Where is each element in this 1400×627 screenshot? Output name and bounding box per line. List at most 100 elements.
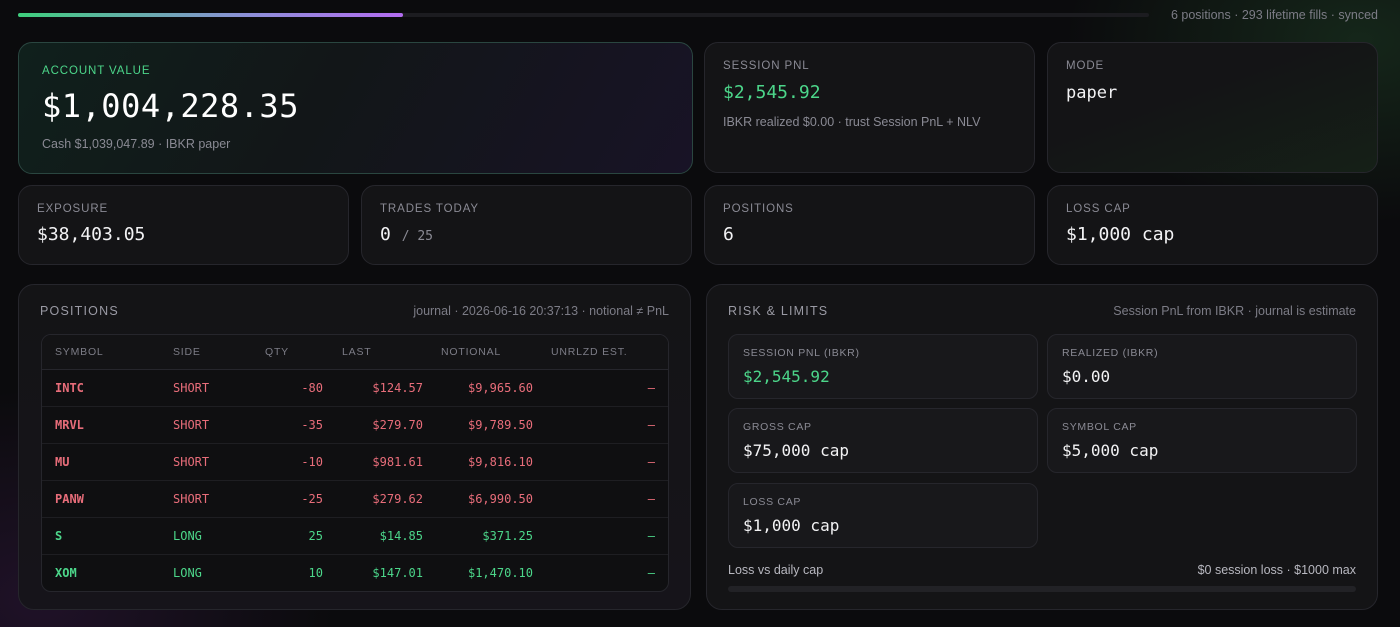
col-qty[interactable]: QTY	[253, 335, 333, 370]
row-notional: $9,816.10	[433, 443, 543, 481]
risk-session-pnl-card: SESSION PNL (IBKR) $2,545.92	[728, 334, 1038, 399]
trades-today-card: TRADES TODAY 0 / 25	[361, 185, 692, 265]
col-last[interactable]: LAST	[333, 335, 433, 370]
account-value-card: ACCOUNT VALUE $1,004,228.35 Cash $1,039,…	[18, 42, 693, 174]
table-row[interactable]: XOM LONG 10 $147.01 $1,470.10 —	[42, 554, 668, 591]
row-notional: $371.25	[433, 517, 543, 555]
exposure-card: EXPOSURE $38,403.05	[18, 185, 349, 265]
account-cash-sub: Cash $1,039,047.89 · IBKR paper	[42, 137, 231, 151]
risk-loss-cap-value: $1,000 cap	[743, 516, 840, 535]
session-pnl-label: SESSION PNL	[723, 60, 810, 72]
row-side: SHORT	[173, 406, 253, 444]
row-last: $279.62	[333, 480, 433, 518]
row-notional: $6,990.50	[433, 480, 543, 518]
risk-gross-cap-label: GROSS CAP	[743, 421, 812, 433]
row-qty: 10	[308, 565, 323, 580]
col-unrealized[interactable]: UNRLZD EST.	[543, 335, 668, 370]
risk-symbol-cap-value: $5,000 cap	[1062, 441, 1159, 460]
status-summary: 6 positions · 293 lifetime fills · synce…	[1170, 8, 1378, 22]
row-last: $981.61	[333, 443, 433, 481]
loss-cap-card: LOSS CAP $1,000 cap	[1047, 185, 1378, 265]
row-unrealized: —	[543, 517, 668, 555]
positions-panel: POSITIONS journal · 2026-06-16 20:37:13 …	[18, 284, 691, 610]
row-symbol: XOM	[55, 565, 77, 580]
positions-card: POSITIONS 6	[704, 185, 1035, 265]
row-side: LONG	[173, 565, 202, 580]
trades-count: 0	[380, 224, 391, 245]
risk-panel-note: Session PnL from IBKR · journal is estim…	[1113, 304, 1356, 318]
risk-symbol-cap-card: SYMBOL CAP $5,000 cap	[1047, 408, 1357, 473]
col-side[interactable]: SIDE	[173, 335, 253, 370]
session-pnl-card: SESSION PNL $2,545.92 IBKR realized $0.0…	[704, 42, 1035, 173]
risk-session-pnl-label: SESSION PNL (IBKR)	[743, 347, 860, 359]
row-symbol: MU	[42, 443, 173, 481]
risk-gross-cap-value: $75,000 cap	[743, 441, 849, 460]
positions-panel-title: POSITIONS	[40, 304, 119, 318]
table-row[interactable]: S LONG 25 $14.85 $371.25 —	[42, 517, 668, 555]
account-value-label: ACCOUNT VALUE	[42, 65, 151, 77]
risk-gross-cap-card: GROSS CAP $75,000 cap	[728, 408, 1038, 473]
loss-cap-label: LOSS CAP	[1066, 203, 1131, 215]
exposure-label: EXPOSURE	[37, 203, 109, 215]
positions-panel-note: journal · 2026-06-16 20:37:13 · notional…	[413, 304, 669, 318]
risk-realized-value: $0.00	[1062, 367, 1111, 386]
row-symbol: MRVL	[42, 406, 173, 444]
row-symbol: INTC	[42, 369, 173, 407]
col-symbol[interactable]: SYMBOL	[42, 335, 173, 370]
risk-realized-card: REALIZED (IBKR) $0.00	[1047, 334, 1357, 399]
row-last: $147.01	[372, 565, 423, 580]
col-notional[interactable]: NOTIONAL	[433, 335, 543, 370]
mode-card: MODE paper	[1047, 42, 1378, 173]
table-row[interactable]: INTC SHORT -80 $124.57 $9,965.60 —	[42, 369, 668, 407]
mode-value: paper	[1066, 83, 1118, 103]
row-unrealized: —	[647, 565, 655, 580]
risk-realized-label: REALIZED (IBKR)	[1062, 347, 1159, 359]
row-side: SHORT	[173, 480, 253, 518]
row-symbol: S	[42, 517, 173, 555]
loss-vs-cap-summary: $0 session loss · $1000 max	[1197, 563, 1356, 577]
row-unrealized: —	[543, 369, 668, 407]
row-side: SHORT	[173, 443, 253, 481]
positions-table-header: SYMBOL SIDE QTY LAST NOTIONAL UNRLZD EST…	[42, 335, 668, 370]
row-notional: $9,789.50	[433, 406, 543, 444]
row-qty: -35	[253, 406, 333, 444]
account-value: $1,004,228.35	[42, 87, 299, 125]
table-row[interactable]: MRVL SHORT -35 $279.70 $9,789.50 —	[42, 406, 668, 444]
positions-table: SYMBOL SIDE QTY LAST NOTIONAL UNRLZD EST…	[41, 334, 669, 592]
risk-symbol-cap-label: SYMBOL CAP	[1062, 421, 1137, 433]
row-last: $124.57	[333, 369, 433, 407]
risk-limits-panel: RISK & LIMITS Session PnL from IBKR · jo…	[706, 284, 1378, 610]
risk-panel-title: RISK & LIMITS	[728, 304, 829, 318]
trades-today-label: TRADES TODAY	[380, 203, 479, 215]
exposure-value: $38,403.05	[37, 224, 146, 245]
loss-progress-bar	[728, 586, 1356, 592]
row-unrealized: —	[543, 406, 668, 444]
row-unrealized: —	[543, 443, 668, 481]
risk-session-pnl-value: $2,545.92	[743, 367, 830, 386]
loss-vs-cap-label: Loss vs daily cap	[728, 563, 824, 577]
sync-progress-bar	[18, 13, 1149, 17]
session-pnl-sub: IBKR realized $0.00 · trust Session PnL …	[723, 115, 981, 129]
trades-limit: / 25	[401, 229, 433, 244]
table-row[interactable]: PANW SHORT -25 $279.62 $6,990.50 —	[42, 480, 668, 518]
positions-label: POSITIONS	[723, 203, 794, 215]
trades-today-value: 0 / 25	[380, 224, 673, 245]
row-symbol: PANW	[42, 480, 173, 518]
positions-value: 6	[723, 224, 734, 245]
risk-loss-cap-label: LOSS CAP	[743, 496, 802, 508]
row-qty: -80	[253, 369, 333, 407]
row-qty: 25	[253, 517, 333, 555]
risk-loss-cap-card: LOSS CAP $1,000 cap	[728, 483, 1038, 548]
row-qty: -25	[253, 480, 333, 518]
row-notional: $9,965.60	[433, 369, 543, 407]
mode-label: MODE	[1066, 60, 1105, 72]
loss-cap-value: $1,000 cap	[1066, 224, 1175, 245]
row-notional: $1,470.10	[467, 565, 533, 580]
row-side: LONG	[173, 517, 253, 555]
row-last: $14.85	[333, 517, 433, 555]
row-last: $279.70	[333, 406, 433, 444]
table-row[interactable]: MU SHORT -10 $981.61 $9,816.10 —	[42, 443, 668, 481]
row-qty: -10	[253, 443, 333, 481]
row-unrealized: —	[543, 480, 668, 518]
sync-progress-fill	[18, 13, 403, 17]
